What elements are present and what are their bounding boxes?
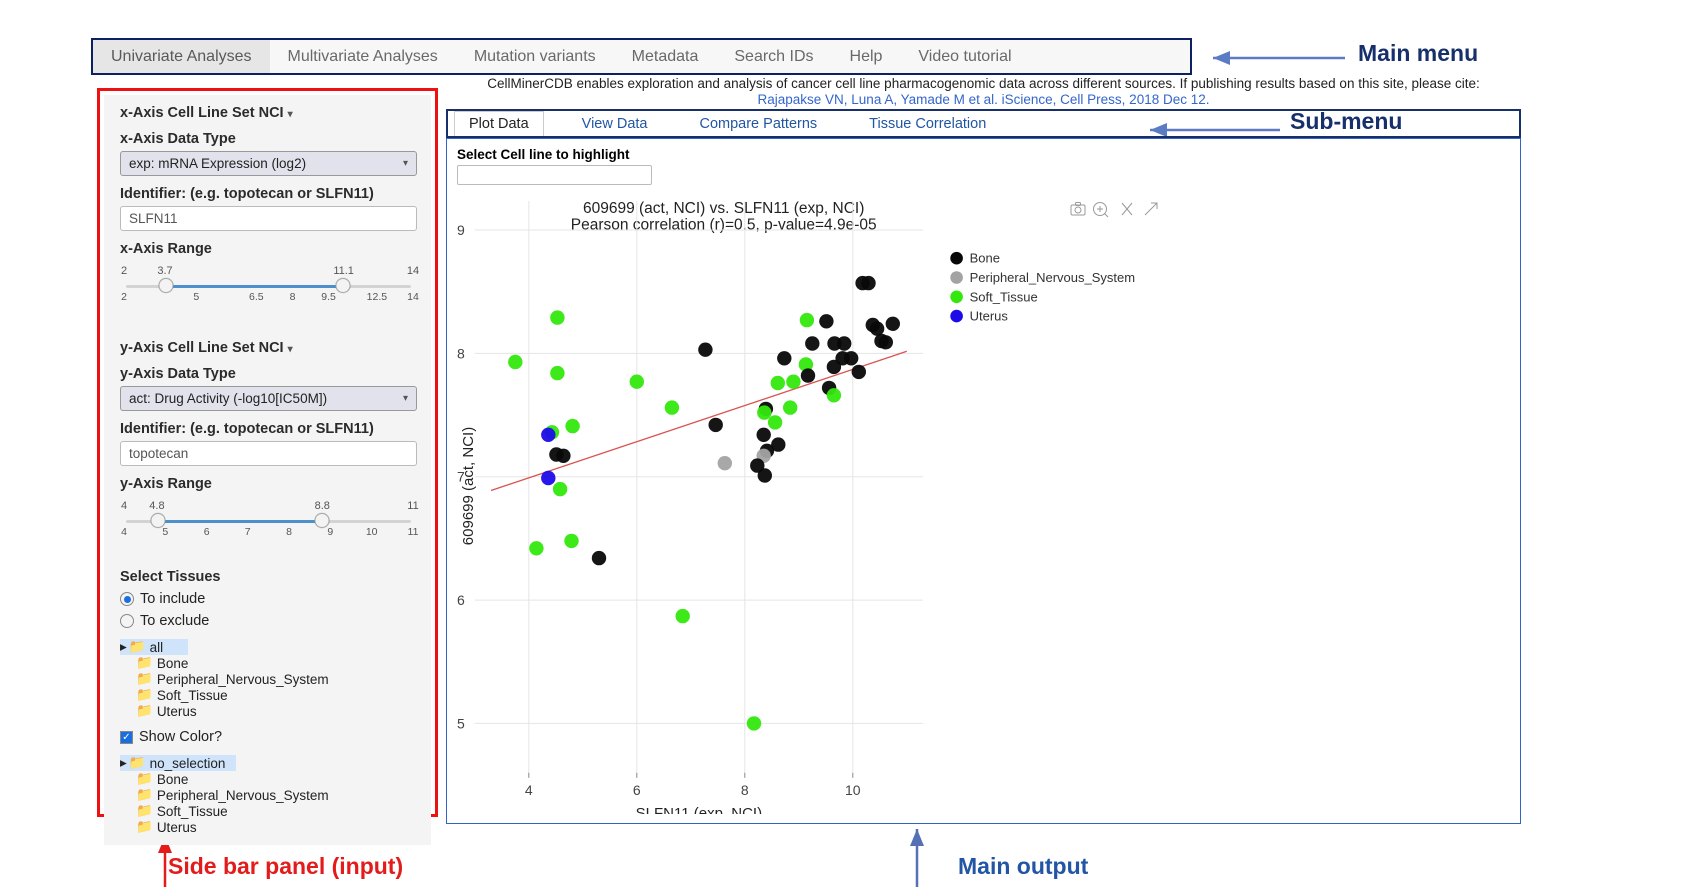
svg-text:10: 10 bbox=[845, 782, 861, 798]
svg-text:8: 8 bbox=[457, 345, 465, 361]
svg-text:9: 9 bbox=[457, 222, 465, 238]
svg-text:609699 (act, NCI) vs. SLFN11 (: 609699 (act, NCI) vs. SLFN11 (exp, NCI) bbox=[583, 201, 864, 217]
svg-text:609699 (act, NCI): 609699 (act, NCI) bbox=[460, 427, 477, 545]
svg-text:Bone: Bone bbox=[970, 251, 1000, 266]
svg-text:SLFN11 (exp, NCI): SLFN11 (exp, NCI) bbox=[636, 805, 762, 814]
svg-text:6: 6 bbox=[457, 592, 465, 608]
svg-text:4: 4 bbox=[525, 782, 533, 798]
svg-text:5: 5 bbox=[457, 715, 465, 731]
svg-text:8: 8 bbox=[741, 782, 749, 798]
svg-text:Peripheral_Nervous_System: Peripheral_Nervous_System bbox=[970, 270, 1135, 285]
svg-text:Uterus: Uterus bbox=[970, 309, 1009, 324]
svg-text:6: 6 bbox=[633, 782, 641, 798]
svg-text:Soft_Tissue: Soft_Tissue bbox=[970, 289, 1038, 304]
svg-text:Pearson correlation (r)=0.5, p: Pearson correlation (r)=0.5, p-value=4.9… bbox=[571, 217, 877, 234]
